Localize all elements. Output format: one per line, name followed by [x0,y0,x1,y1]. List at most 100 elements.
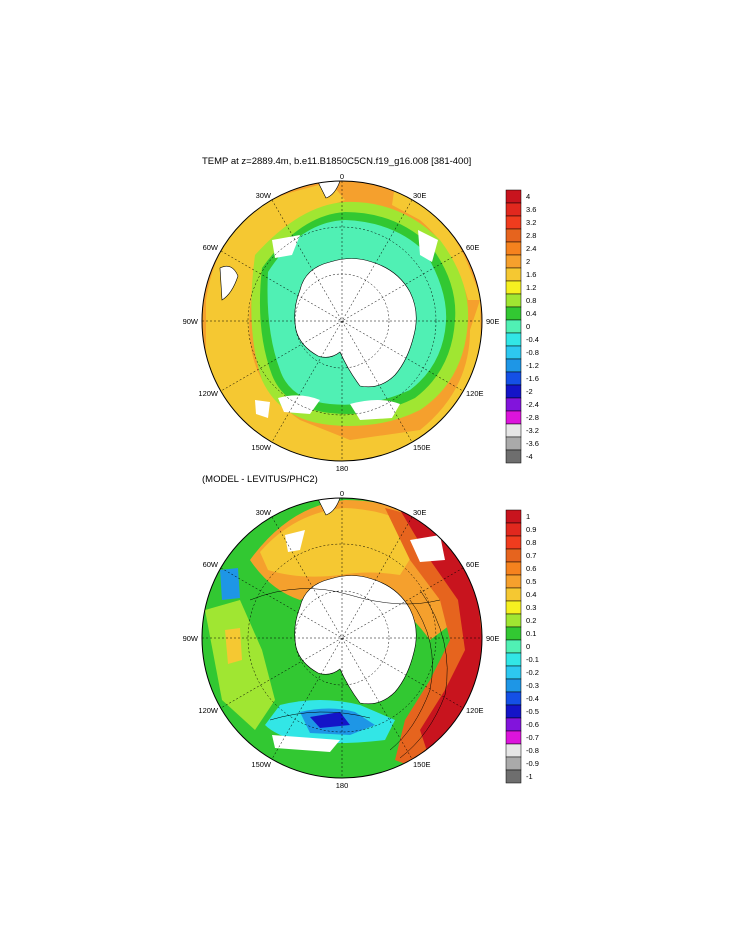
colorbar-label: 0 [526,322,530,331]
lon-label-90e: 90E [486,634,499,643]
colorbar-swatch [505,410,522,425]
colorbar-swatch [505,371,522,386]
map-bottom-field [202,498,482,778]
colorbar-label: -0.5 [526,707,539,716]
map-top-boundary [201,180,483,462]
colorbar-swatch [505,639,522,654]
colorbar-label: -0.4 [526,694,539,703]
colorbar-label: 0.2 [526,616,536,625]
colorbar-swatch [505,769,522,784]
colorbar-swatch [505,587,522,602]
colorbar-label: -0.6 [526,720,539,729]
map-top: 0 30E 60E 90E 120E 150E 180 150W 120W 90… [183,172,500,473]
colorbar-label: 0.4 [526,590,536,599]
colorbar-label: 0.7 [526,551,536,560]
colorbar-swatch [505,509,522,524]
colorbar-swatch [505,345,522,360]
colorbar-label: 1.2 [526,283,536,292]
colorbar-swatch [505,215,522,230]
colorbar-label: -3.2 [526,426,539,435]
colorbar-bottom: 1 0.9 0.8 0.7 0.6 0.5 0.4 0.3 0.2 0.1 0 -0.1 -0.2 -0.… [505,509,539,784]
colorbar-label: 2.8 [526,231,536,240]
lon-label-120w: 120W [198,389,219,398]
colorbar-label: -0.7 [526,733,539,742]
colorbar-label: 0.8 [526,538,536,547]
colorbar-swatch [505,535,522,550]
colorbar-label: 0.1 [526,629,536,638]
colorbar-label: 0.4 [526,309,536,318]
colorbar-swatch [505,574,522,589]
colorbar-swatch [505,730,522,745]
colorbar-label: 0.5 [526,577,536,586]
colorbar-label: -1.6 [526,374,539,383]
colorbar-label: 3.6 [526,205,536,214]
colorbar-label: 0.6 [526,564,536,573]
colorbar-label: -0.9 [526,759,539,768]
colorbar-swatch [505,522,522,537]
colorbar-swatch [505,358,522,373]
colorbar-swatch [505,678,522,693]
colorbar-label: 1 [526,512,530,521]
colorbar-swatch [505,717,522,732]
lon-label-150w: 150W [251,443,272,452]
lon-label-120e: 120E [466,706,484,715]
lon-label-150e: 150E [413,443,431,452]
colorbar-label: -2 [526,387,533,396]
colorbar-swatch [505,202,522,217]
colorbar-top: 4 3.6 3.2 2.8 2.4 2 1.6 1.2 0.8 0.4 0 -0.4 -0.8 -1.2 -… [505,189,539,464]
colorbar-swatch [505,397,522,412]
colorbar-label: -0.8 [526,746,539,755]
lon-label-90e: 90E [486,317,499,326]
lon-label-0: 0 [340,172,344,181]
colorbar-swatch [505,704,522,719]
colorbar-label: 0.9 [526,525,536,534]
colorbar-swatch [505,280,522,295]
lon-label-30e: 30E [413,191,426,200]
colorbar-swatch [505,743,522,758]
colorbar-swatch [505,436,522,451]
lon-label-90w: 90W [183,317,199,326]
colorbar-swatch [505,600,522,615]
colorbar-swatch [505,561,522,576]
lon-label-180: 180 [336,781,349,790]
panel-title-top: TEMP at z=2889.4m, b.e11.B1850C5CN.f19_g… [202,156,472,167]
colorbar-swatch [505,548,522,563]
colorbar-swatch [505,306,522,321]
colorbar-swatch [505,254,522,269]
colorbar-swatch [505,228,522,243]
lon-label-30w: 30W [256,191,272,200]
colorbar-swatch [505,423,522,438]
colorbar-swatch [505,319,522,334]
lon-label-30w: 30W [256,508,272,517]
colorbar-label: 2.4 [526,244,536,253]
colorbar-label: -0.1 [526,655,539,664]
colorbar-swatch [505,756,522,771]
colorbar-label: 0.8 [526,296,536,305]
lon-label-60w: 60W [203,560,219,569]
map-bottom-boundary [201,497,483,779]
colorbar-swatch [505,626,522,641]
colorbar-label: -3.6 [526,439,539,448]
lon-label-0: 0 [340,489,344,498]
colorbar-label: -1.2 [526,361,539,370]
colorbar-label: -2.4 [526,400,539,409]
colorbar-label: -2.8 [526,413,539,422]
colorbar-label: 1.6 [526,270,536,279]
colorbar-swatch [505,665,522,680]
colorbar-swatch [505,449,522,464]
lon-label-30e: 30E [413,508,426,517]
lon-label-150e: 150E [413,760,431,769]
colorbar-label: -0.2 [526,668,539,677]
lon-label-60w: 60W [203,243,219,252]
colorbar-label: -0.8 [526,348,539,357]
colorbar-label: 0 [526,642,530,651]
colorbar-swatch [505,613,522,628]
colorbar-swatch [505,652,522,667]
colorbar-label: -4 [526,452,533,461]
lon-label-90w: 90W [183,634,199,643]
panel-title-bottom: (MODEL - LEVITUS/PHC2) [202,474,318,485]
colorbar-swatch [505,267,522,282]
colorbar-swatch [505,241,522,256]
lon-label-120w: 120W [198,706,219,715]
